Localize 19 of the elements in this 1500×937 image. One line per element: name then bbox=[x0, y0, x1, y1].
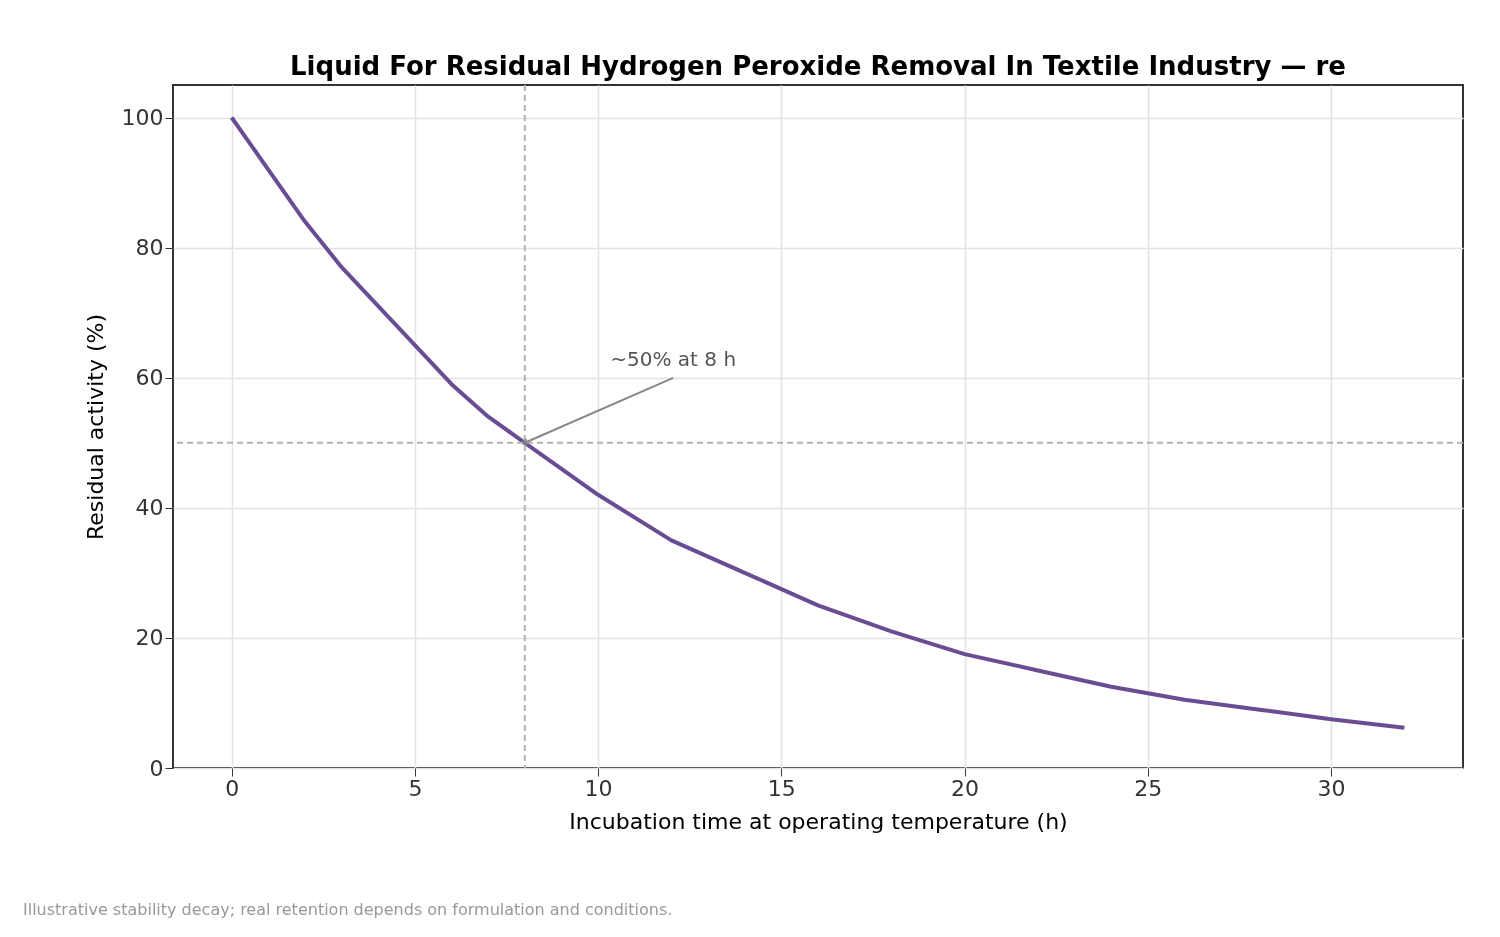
y-tick-label: 80 bbox=[135, 235, 164, 261]
y-axis-title: Residual activity (%) bbox=[82, 313, 108, 541]
x-tick-label: 20 bbox=[951, 775, 980, 801]
chart-title: Liquid For Residual Hydrogen Peroxide Removal In Textile Industry — re bbox=[290, 51, 1346, 81]
x-tick-label: 5 bbox=[408, 775, 423, 801]
y-tick-label: 0 bbox=[149, 755, 164, 781]
y-tick-label: 40 bbox=[135, 495, 164, 521]
y-tick-label: 20 bbox=[135, 625, 164, 651]
x-axis-title: Incubation time at operating temperature (h) bbox=[569, 808, 1068, 834]
text: Illustrative stability decay; real retention depends on formulation and conditions. bbox=[23, 900, 673, 919]
line-series bbox=[229, 115, 1407, 730]
y-tick-label: 100 bbox=[121, 105, 164, 131]
x-tick-label: 30 bbox=[1317, 775, 1346, 801]
x-tick-label: 10 bbox=[584, 775, 613, 801]
x-tick-label: 25 bbox=[1134, 775, 1163, 801]
y-tick-label: 60 bbox=[135, 365, 164, 391]
x-tick-label: 15 bbox=[767, 775, 796, 801]
x-tick-label: 0 bbox=[225, 775, 240, 801]
annotation: ~50% at 8 h bbox=[610, 346, 737, 371]
